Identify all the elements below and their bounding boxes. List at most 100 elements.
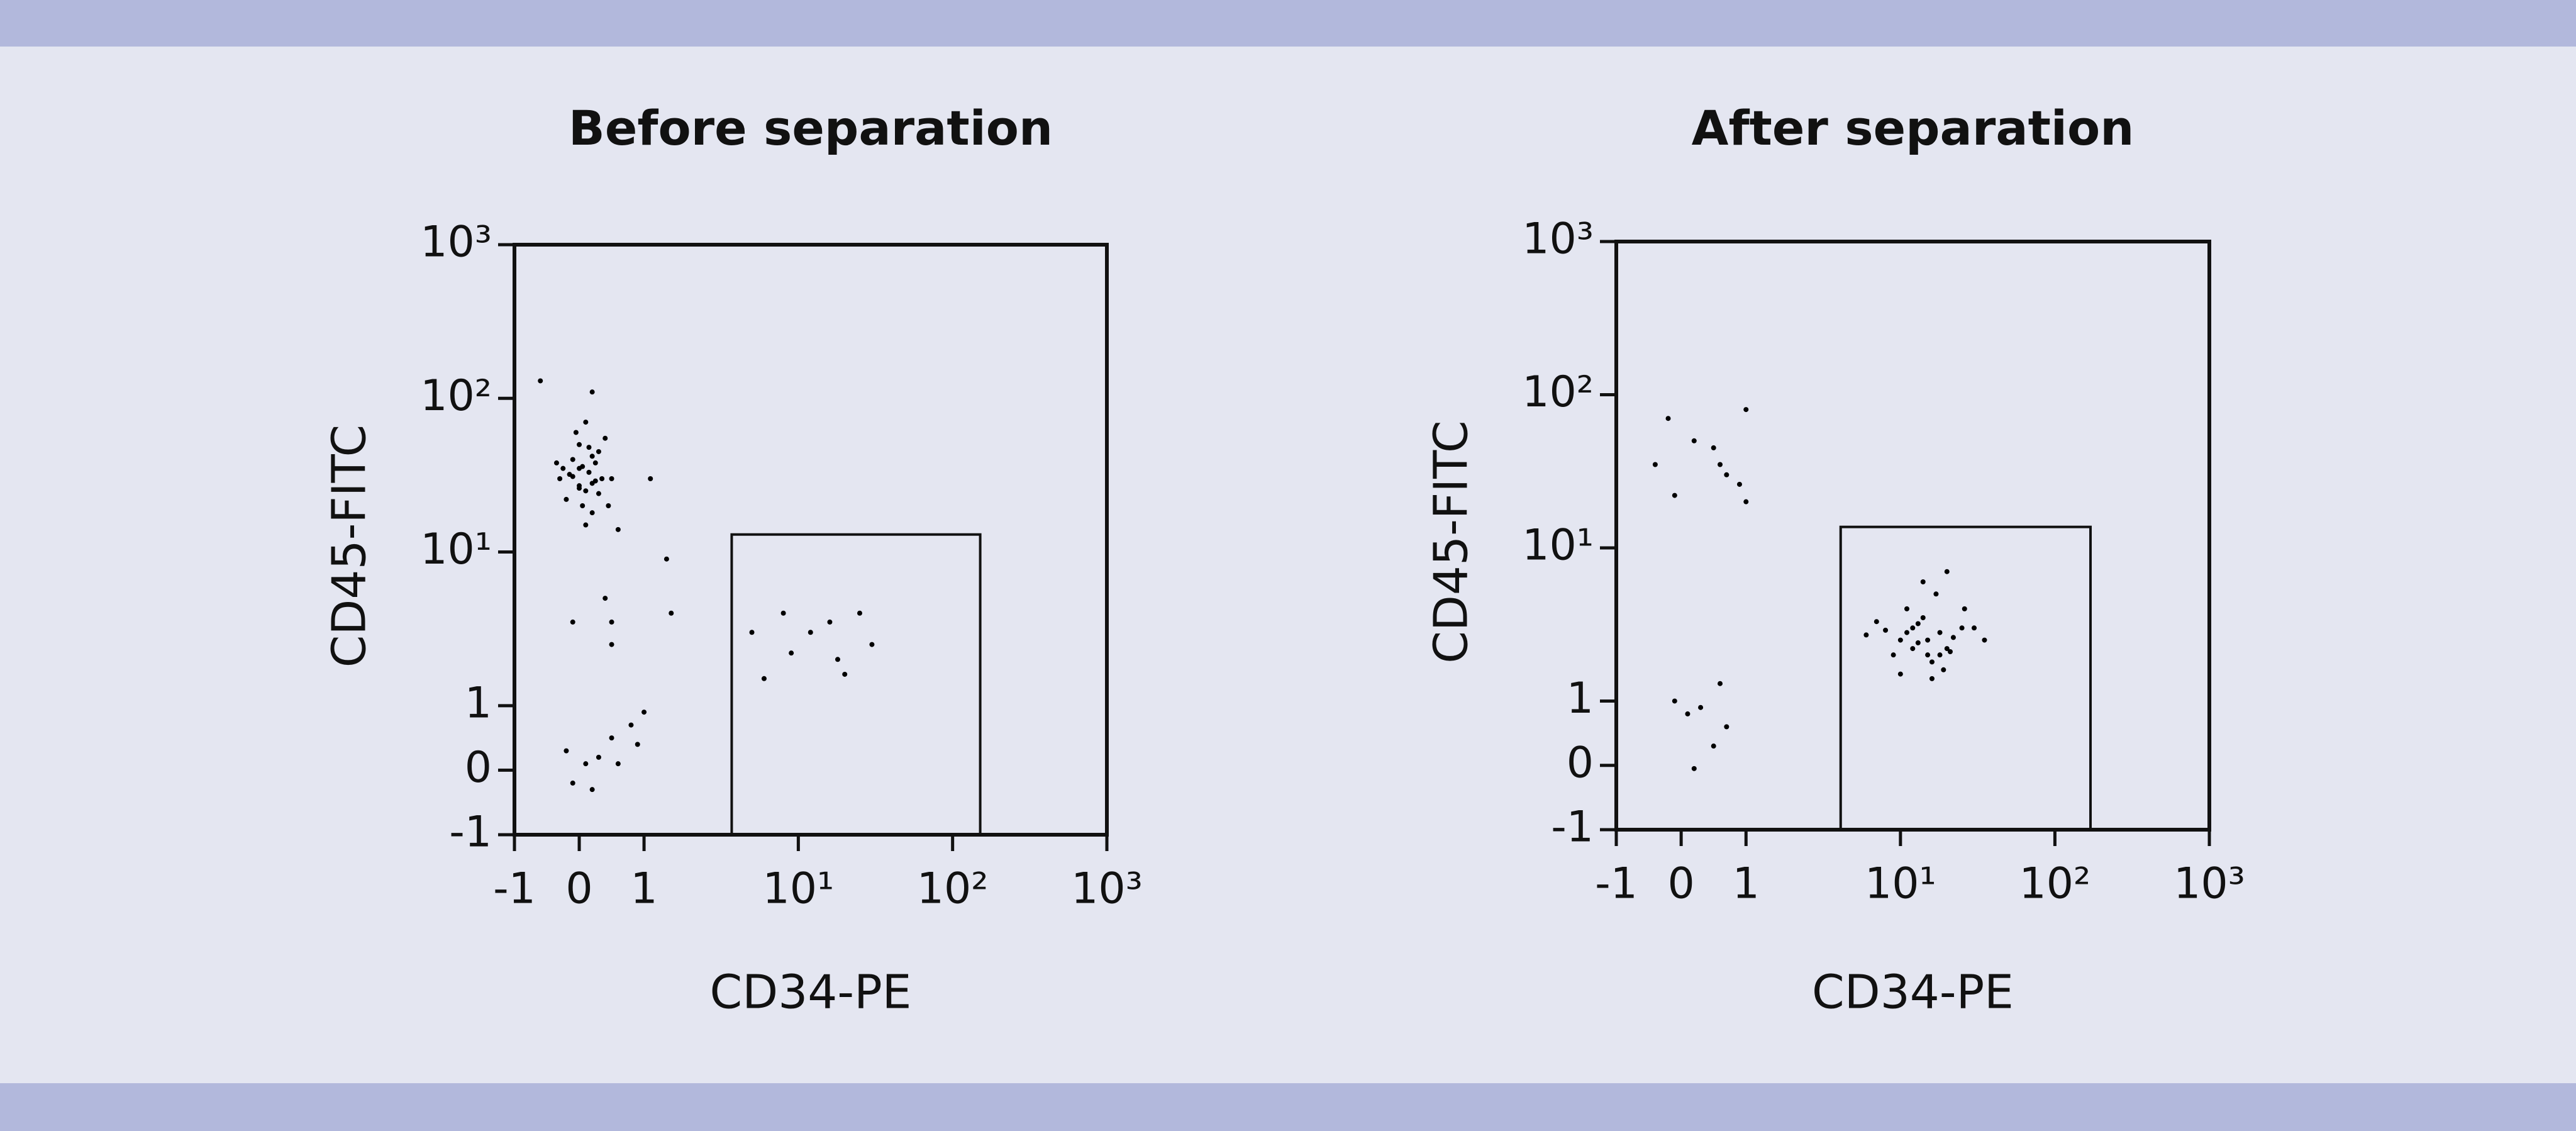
event-dot bbox=[596, 754, 601, 760]
event-dot bbox=[1736, 481, 1742, 487]
event-dot bbox=[589, 389, 595, 395]
event-dot bbox=[557, 476, 563, 481]
event-dot bbox=[648, 476, 653, 481]
event-dot bbox=[570, 474, 575, 479]
event-dot bbox=[1910, 646, 1916, 652]
event-dot bbox=[570, 457, 575, 462]
event-dot bbox=[1944, 569, 1950, 574]
event-dot bbox=[1941, 667, 1946, 672]
event-dot bbox=[1711, 445, 1716, 450]
event-dot bbox=[573, 430, 579, 435]
x-tick-label: 10² bbox=[2019, 859, 2091, 909]
event-dot bbox=[1724, 472, 1729, 477]
event-dot bbox=[1743, 407, 1749, 413]
event-dot bbox=[1724, 724, 1729, 730]
event-dot bbox=[641, 710, 647, 715]
event-dot bbox=[602, 435, 608, 441]
event-dot bbox=[1982, 637, 1987, 643]
event-dot bbox=[1950, 635, 1956, 640]
event-dot bbox=[1890, 652, 1896, 658]
y-tick-label: 10² bbox=[420, 371, 492, 421]
event-dot bbox=[609, 642, 614, 647]
bottom-band bbox=[0, 1083, 2576, 1131]
event-dot bbox=[1937, 652, 1943, 658]
y-tick-label: 10² bbox=[1522, 367, 1594, 417]
event-dot bbox=[1933, 591, 1939, 597]
y-tick-label: 10¹ bbox=[420, 525, 492, 574]
event-dot bbox=[583, 761, 589, 767]
event-dot bbox=[1883, 627, 1889, 633]
x-tick-label: 10³ bbox=[1071, 864, 1143, 914]
x-tick-label: 0 bbox=[1668, 859, 1695, 909]
event-dot bbox=[570, 780, 575, 786]
event-dot bbox=[1874, 619, 1879, 625]
event-dot bbox=[580, 464, 586, 469]
event-dot bbox=[1962, 606, 1967, 611]
event-dot bbox=[1711, 744, 1716, 749]
event-dot bbox=[586, 469, 592, 475]
event-dot bbox=[789, 650, 794, 656]
x-tick-label: 10¹ bbox=[762, 864, 834, 914]
event-dot bbox=[592, 478, 598, 484]
y-tick-label: 1 bbox=[1567, 674, 1594, 723]
event-dot bbox=[586, 445, 592, 450]
plot-frame bbox=[1614, 240, 2211, 832]
x-axis-label: CD34-PE bbox=[710, 966, 912, 1020]
event-dot bbox=[1691, 438, 1697, 443]
event-dot bbox=[564, 496, 569, 502]
event-dot bbox=[580, 503, 586, 509]
event-dot bbox=[1925, 652, 1931, 658]
event-dot bbox=[869, 642, 875, 647]
y-tick-label: 0 bbox=[465, 743, 492, 793]
event-dot bbox=[1937, 630, 1943, 635]
event-dot bbox=[1897, 637, 1903, 643]
event-dot bbox=[609, 476, 614, 481]
event-dot bbox=[583, 522, 589, 528]
event-dot bbox=[1925, 637, 1931, 643]
x-tick-label: -1 bbox=[493, 864, 536, 914]
x-tick-label: 10² bbox=[917, 864, 989, 914]
event-dot bbox=[1718, 681, 1723, 686]
event-dot bbox=[1929, 676, 1935, 681]
event-dot bbox=[663, 556, 669, 562]
event-dot bbox=[1904, 630, 1910, 635]
x-tick-label: 1 bbox=[630, 864, 657, 914]
top-band bbox=[0, 0, 2576, 47]
event-dot bbox=[1929, 659, 1935, 665]
event-dot bbox=[835, 657, 840, 662]
event-dot bbox=[1672, 698, 1677, 704]
event-dot bbox=[1685, 711, 1690, 716]
y-tick-label: 10³ bbox=[420, 218, 492, 267]
event-dot bbox=[1904, 606, 1910, 611]
y-tick-label: 10³ bbox=[1522, 214, 1594, 264]
gate bbox=[730, 533, 982, 836]
event-dot bbox=[1652, 462, 1658, 467]
event-dot bbox=[1743, 499, 1749, 504]
event-dot bbox=[602, 596, 608, 601]
x-tick-label: 10¹ bbox=[1865, 859, 1936, 909]
event-dot bbox=[780, 610, 786, 616]
event-dot bbox=[1672, 493, 1677, 498]
event-dot bbox=[596, 491, 601, 496]
y-tick-label: 10¹ bbox=[1522, 521, 1594, 571]
event-dot bbox=[560, 465, 566, 471]
x-tick-label: -1 bbox=[1595, 859, 1638, 909]
event-dot bbox=[1863, 632, 1869, 638]
event-dot bbox=[583, 420, 589, 425]
event-dot bbox=[761, 676, 767, 681]
event-dot bbox=[599, 476, 605, 481]
event-dot bbox=[606, 503, 611, 509]
y-axis-label: CD45-FITC bbox=[323, 425, 377, 667]
event-dot bbox=[842, 671, 848, 677]
y-tick-label: -1 bbox=[1551, 803, 1594, 852]
event-dot bbox=[669, 610, 674, 616]
event-dot bbox=[635, 742, 640, 747]
event-dot bbox=[1915, 621, 1921, 627]
event-dot bbox=[609, 619, 614, 625]
event-dot bbox=[570, 619, 575, 625]
y-tick-label: 0 bbox=[1567, 738, 1594, 788]
event-dot bbox=[577, 486, 582, 491]
event-dot bbox=[596, 448, 601, 454]
event-dot bbox=[564, 748, 569, 754]
